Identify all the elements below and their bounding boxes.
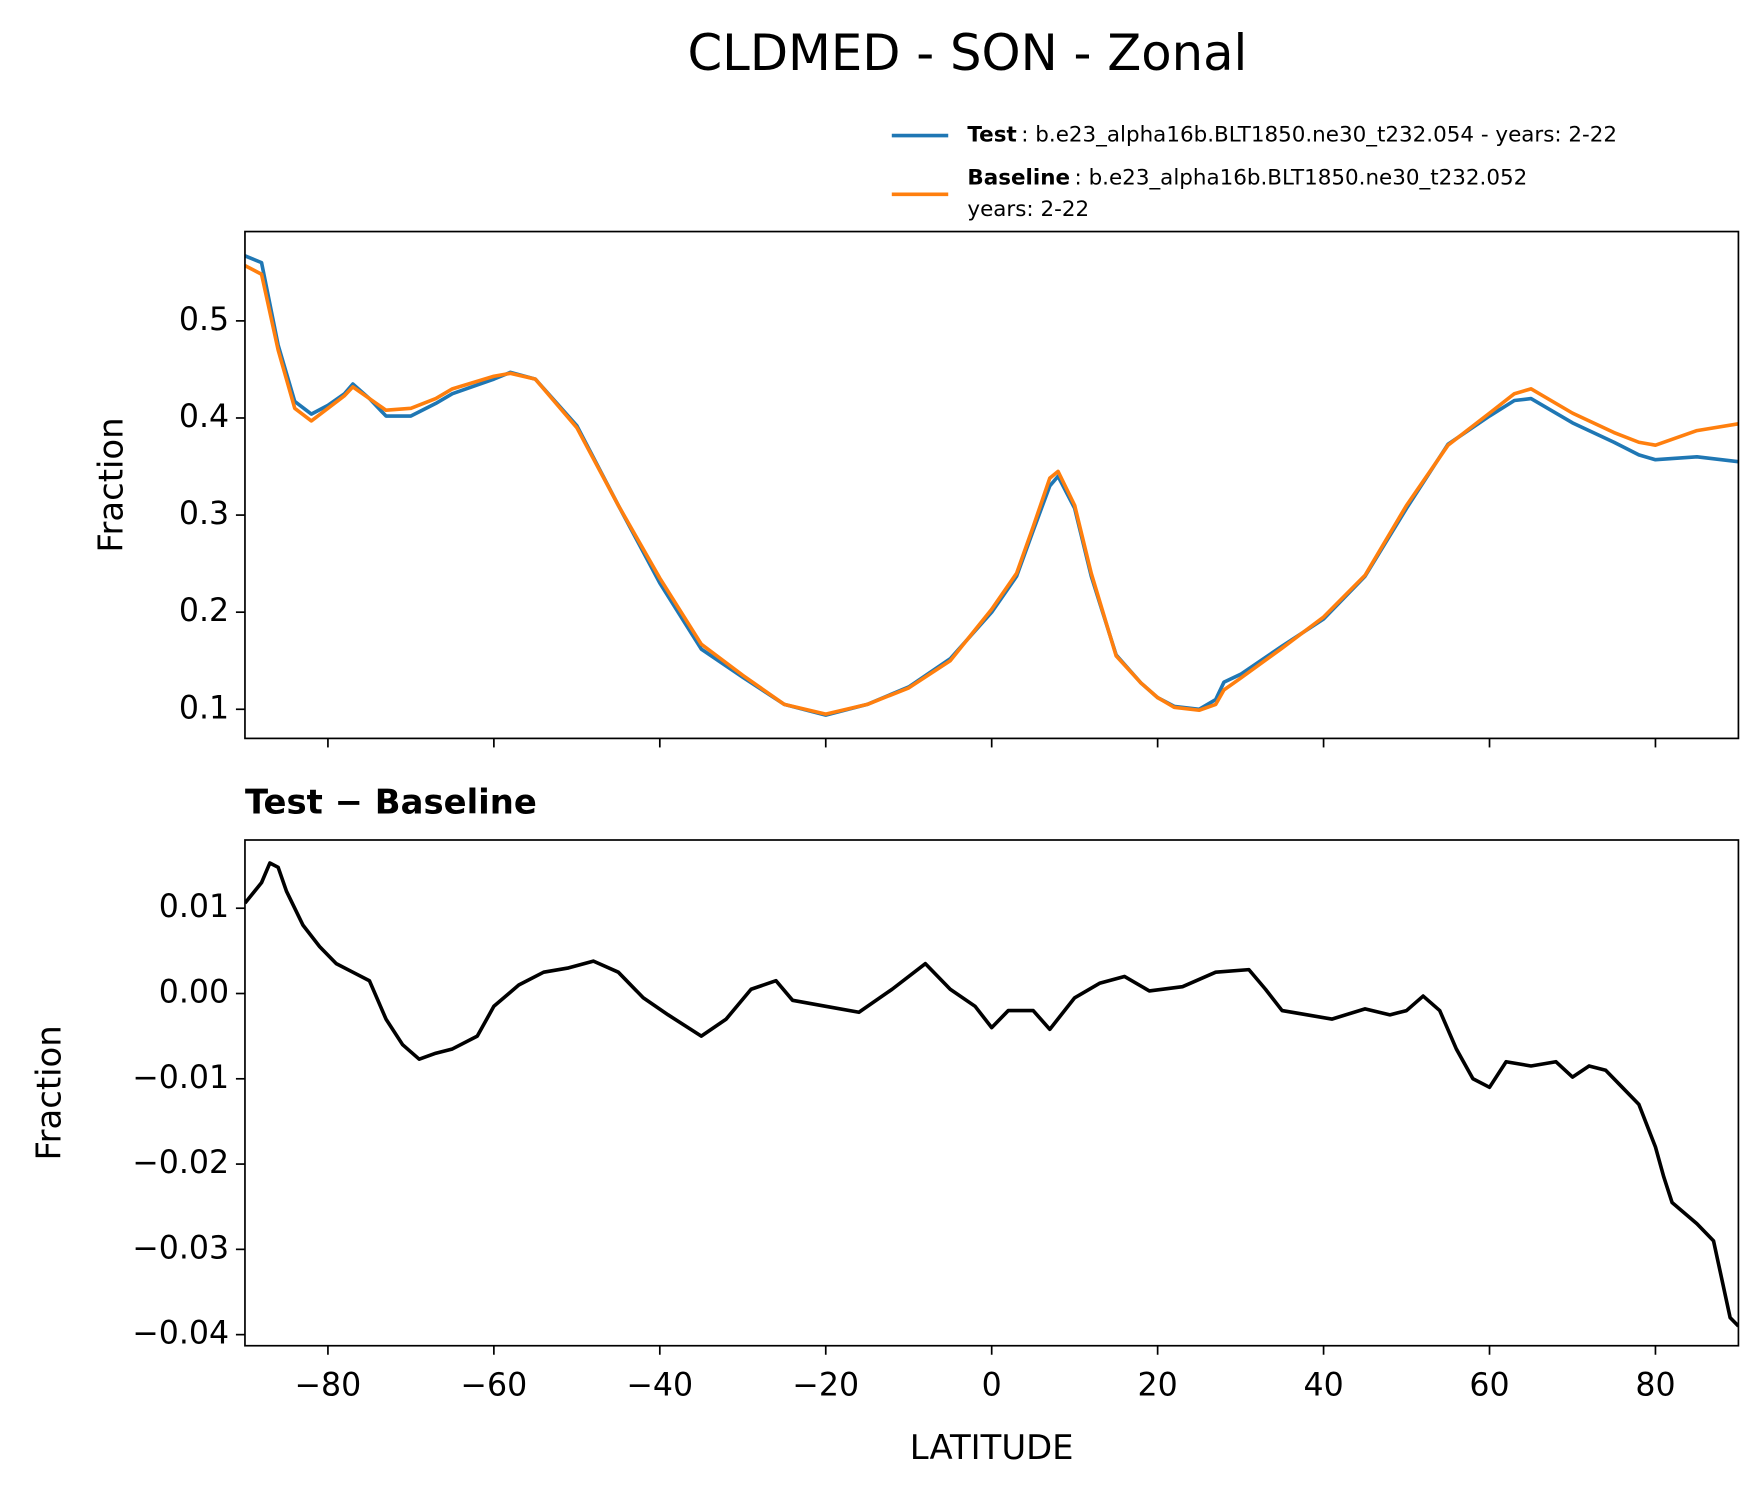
y-axis-label: Fraction: [29, 1025, 68, 1160]
x-tick-label: 40: [1303, 1367, 1343, 1403]
axes-frame: [244, 230, 1740, 740]
x-tick-label: −40: [626, 1367, 693, 1403]
y-tick-label: 0.1: [179, 690, 229, 726]
y-tick-label: −0.02: [132, 1145, 229, 1181]
x-tick-label: −80: [295, 1367, 362, 1403]
legend-description: : b.e23_alpha16b.BLT1850.ne30_t232.054 -…: [1021, 123, 1617, 148]
y-tick-label: 0.4: [179, 399, 229, 435]
y-tick-label: 0.3: [179, 496, 229, 532]
series-line: [244, 861, 1739, 1328]
figure-title: CLDMED - SON - Zonal: [687, 24, 1247, 82]
legend-name: Test: [967, 123, 1016, 148]
legend-entry: Baseline: b.e23_alpha16b.BLT1850.ne30_t2…: [967, 165, 1527, 190]
x-tick-label: 0: [982, 1367, 1002, 1403]
x-tick-label: 60: [1469, 1367, 1509, 1403]
y-tick-label: −0.04: [132, 1316, 229, 1352]
subplot-title: Test − Baseline: [245, 782, 537, 821]
axes-frame: [244, 839, 1740, 1347]
y-tick-label: 0.01: [159, 889, 229, 925]
legend-description: years: 2-22: [967, 197, 1089, 222]
y-tick-label: 0.5: [179, 302, 229, 338]
y-tick-label: −0.01: [132, 1060, 229, 1096]
x-tick-label: 20: [1138, 1367, 1178, 1403]
legend-entry: Test: b.e23_alpha16b.BLT1850.ne30_t232.0…: [967, 123, 1617, 148]
legend-name: Baseline: [967, 165, 1070, 190]
x-tick-label: 80: [1635, 1367, 1675, 1403]
series-line: [244, 263, 1739, 716]
x-tick-label: −20: [792, 1367, 859, 1403]
x-tick-label: −60: [461, 1367, 528, 1403]
x-axis-label: LATITUDE: [910, 1428, 1074, 1467]
legend-description: : b.e23_alpha16b.BLT1850.ne30_t232.052: [1075, 165, 1528, 190]
y-tick-label: −0.03: [132, 1230, 229, 1266]
y-tick-label: 0.00: [159, 975, 229, 1011]
y-tick-label: 0.2: [179, 593, 229, 629]
y-axis-label: Fraction: [91, 417, 130, 552]
